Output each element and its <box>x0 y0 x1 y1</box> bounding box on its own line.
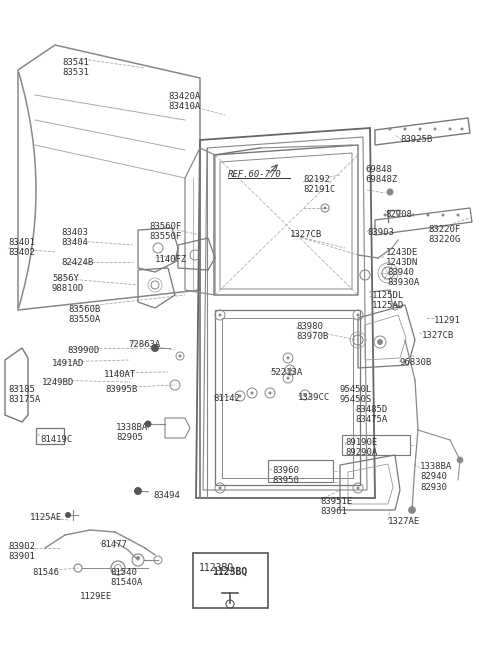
Text: 1491AD: 1491AD <box>52 359 84 368</box>
Circle shape <box>218 314 221 316</box>
Text: 83902
83901: 83902 83901 <box>8 542 35 561</box>
Bar <box>36 428 64 444</box>
Circle shape <box>151 344 159 352</box>
Text: 1338BA
82905: 1338BA 82905 <box>116 423 148 442</box>
Circle shape <box>411 214 415 217</box>
Circle shape <box>179 354 181 358</box>
Circle shape <box>287 377 289 379</box>
Text: 83560F
83550F: 83560F 83550F <box>149 222 181 242</box>
Text: 81546: 81546 <box>32 568 59 577</box>
Text: 1125DL
1125AD: 1125DL 1125AD <box>372 291 404 310</box>
Text: 83485D
83475A: 83485D 83475A <box>355 405 387 424</box>
Text: 1327CB: 1327CB <box>290 230 322 239</box>
Text: 1243DE
1243DN: 1243DE 1243DN <box>386 248 418 267</box>
Text: 83995B: 83995B <box>105 385 137 394</box>
Text: 1129EE: 1129EE <box>80 592 112 601</box>
Text: 1125AE: 1125AE <box>30 513 62 522</box>
Text: 1140AT: 1140AT <box>104 370 136 379</box>
Circle shape <box>218 487 221 489</box>
Circle shape <box>65 512 71 518</box>
Text: 96830B: 96830B <box>399 358 431 367</box>
Text: 1327CB: 1327CB <box>422 331 454 340</box>
Text: 83925B: 83925B <box>400 135 432 144</box>
Circle shape <box>288 368 292 372</box>
Text: 1140FZ: 1140FZ <box>155 255 187 264</box>
Bar <box>268 460 333 482</box>
Text: 83420A
83410A: 83420A 83410A <box>168 92 200 111</box>
Text: 81419C: 81419C <box>40 435 72 444</box>
Text: 83990D: 83990D <box>67 346 99 355</box>
Circle shape <box>386 189 394 195</box>
Text: 83560B
83550A: 83560B 83550A <box>68 305 100 324</box>
Circle shape <box>239 394 241 398</box>
Circle shape <box>144 421 152 428</box>
Text: 82424B: 82424B <box>61 258 93 267</box>
Text: 83980
83970B: 83980 83970B <box>296 322 328 341</box>
Text: 83185
83175A: 83185 83175A <box>8 385 40 404</box>
Text: 1123BQ: 1123BQ <box>212 567 248 577</box>
Circle shape <box>136 556 140 560</box>
Circle shape <box>456 214 459 217</box>
Text: 83494: 83494 <box>153 491 180 500</box>
Text: 83960
83950: 83960 83950 <box>272 466 299 485</box>
Text: 72863A: 72863A <box>128 340 160 349</box>
Circle shape <box>384 214 386 217</box>
Circle shape <box>460 128 464 130</box>
Text: 1123BQ: 1123BQ <box>198 563 234 573</box>
Text: 95450L
95450S: 95450L 95450S <box>340 385 372 404</box>
Bar <box>342 435 410 455</box>
Text: 1338BA
82940
82930: 1338BA 82940 82930 <box>420 462 452 492</box>
Text: 81477: 81477 <box>100 540 127 549</box>
Bar <box>193 553 268 608</box>
Circle shape <box>448 128 452 130</box>
Circle shape <box>251 392 253 394</box>
Text: 5856Y
98810D: 5856Y 98810D <box>52 274 84 293</box>
Text: 83903: 83903 <box>367 228 394 237</box>
Text: 81142: 81142 <box>213 394 240 403</box>
Text: 11291: 11291 <box>434 316 461 325</box>
Circle shape <box>427 214 430 217</box>
Circle shape <box>419 128 421 130</box>
Text: 82192
82191C: 82192 82191C <box>303 175 335 195</box>
Text: 81540
81540A: 81540 81540A <box>110 568 142 588</box>
Circle shape <box>134 487 142 495</box>
Text: 83541
83531: 83541 83531 <box>62 58 89 77</box>
Circle shape <box>303 394 307 396</box>
Circle shape <box>442 214 444 217</box>
Circle shape <box>457 457 463 463</box>
Text: 52213A: 52213A <box>270 368 302 377</box>
Text: 1327AE: 1327AE <box>388 517 420 526</box>
Circle shape <box>433 128 436 130</box>
Text: REF.60-770: REF.60-770 <box>228 170 282 179</box>
Circle shape <box>388 128 392 130</box>
Circle shape <box>396 214 399 217</box>
Text: 82908: 82908 <box>385 210 412 219</box>
Circle shape <box>377 339 383 345</box>
Text: 1249BD: 1249BD <box>42 378 74 387</box>
Circle shape <box>268 392 272 394</box>
Circle shape <box>324 206 326 210</box>
Text: 83951E
83961: 83951E 83961 <box>320 497 352 516</box>
Circle shape <box>408 506 416 514</box>
Text: 69848
69848Z: 69848 69848Z <box>365 165 397 185</box>
Text: 83220F
83220G: 83220F 83220G <box>428 225 460 244</box>
Text: 89190E
89290A: 89190E 89290A <box>345 438 377 457</box>
Text: 83401
83402: 83401 83402 <box>8 238 35 257</box>
Circle shape <box>357 487 360 489</box>
Text: 83403
83404: 83403 83404 <box>61 228 88 248</box>
Text: 83940
83930A: 83940 83930A <box>387 268 419 288</box>
Circle shape <box>357 314 360 316</box>
Circle shape <box>287 356 289 360</box>
Circle shape <box>404 128 407 130</box>
Text: 1339CC: 1339CC <box>298 393 330 402</box>
